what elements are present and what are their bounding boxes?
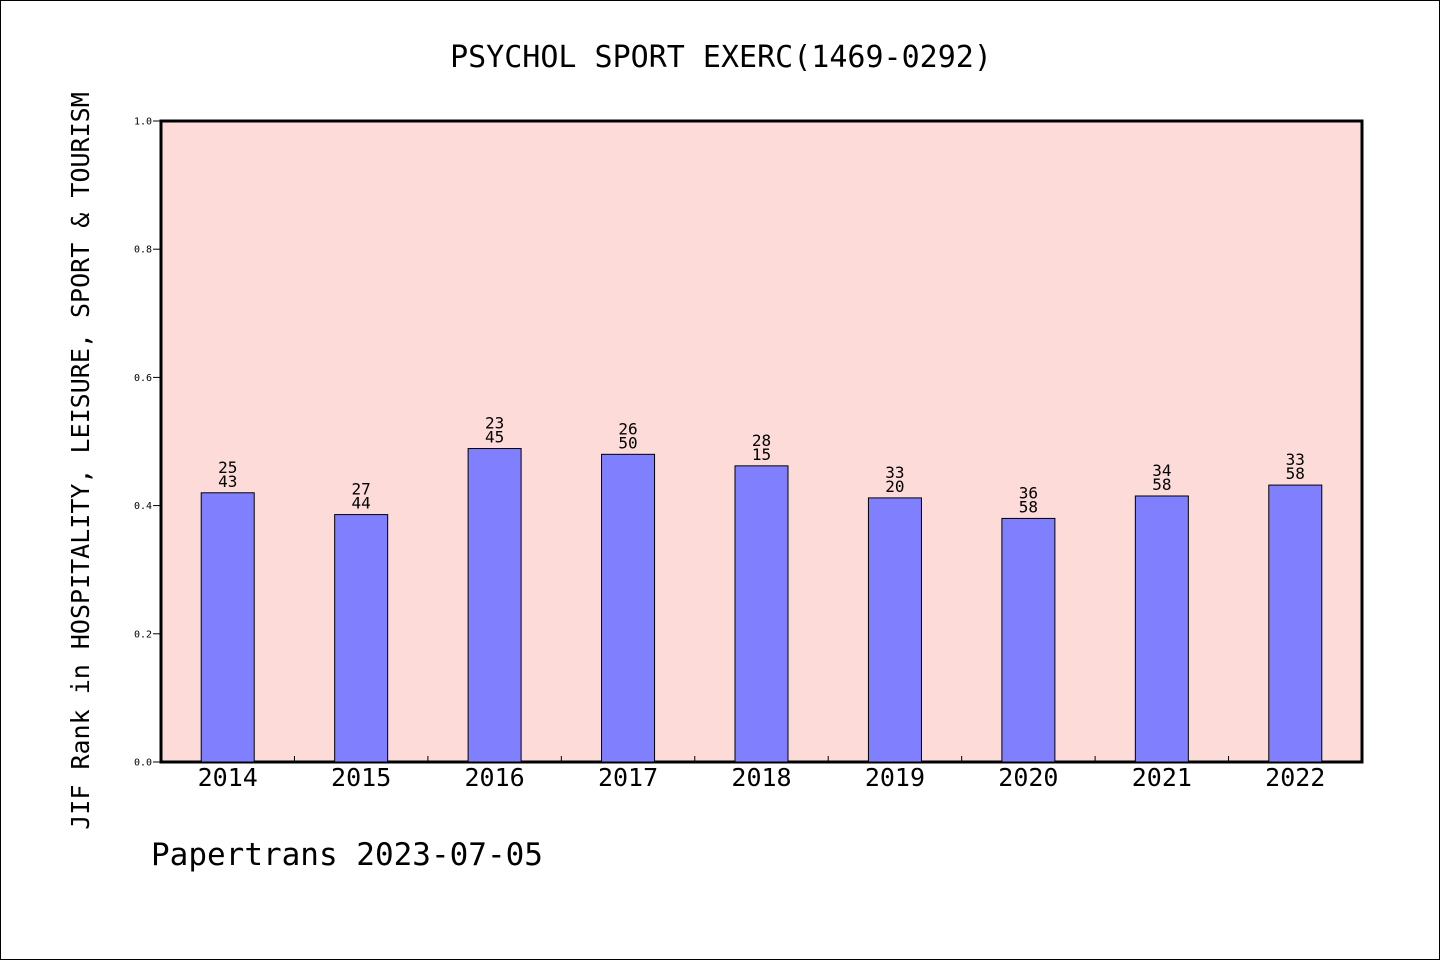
x-tick-label: 2019 — [865, 763, 925, 792]
x-axis: 2014 2015 2016 2017 2018 2019 2020 2021 2022 — [198, 756, 1325, 792]
bar-label-bottom: 58 — [1286, 464, 1305, 483]
bar-label-bottom: 43 — [218, 472, 237, 491]
bar-label-top: 33 — [885, 463, 904, 482]
y-tick-label: 0.0 — [134, 758, 152, 769]
bar — [1134, 495, 1189, 763]
bar-label-bottom: 58 — [1152, 475, 1171, 494]
x-tick-label: 2014 — [198, 763, 258, 792]
bar-label-bottom: 44 — [352, 494, 371, 513]
x-tick-label: 2018 — [731, 763, 791, 792]
bars — [200, 448, 1323, 763]
y-tick-label: 1.0 — [134, 117, 152, 128]
chart-title: PSYCHOL SPORT EXERC(1469-0292) — [450, 40, 992, 75]
y-axis: 0.0 0.2 0.4 0.6 0.8 1.0 — [134, 117, 161, 769]
y-tick-label: 0.2 — [134, 629, 152, 640]
bar — [467, 448, 522, 763]
x-tick-label: 2016 — [465, 763, 525, 792]
bar — [334, 514, 389, 763]
bar-label-bottom: 20 — [885, 477, 904, 496]
bar-label-top: 33 — [1286, 450, 1305, 469]
bar-label-top: 34 — [1152, 461, 1171, 480]
watermark-text: Papertrans 2023-07-05 — [151, 837, 543, 873]
bar-label-bottom: 58 — [1019, 497, 1038, 516]
y-tick-label: 0.6 — [134, 373, 152, 384]
bar — [200, 492, 255, 763]
bar-label-bottom: 45 — [485, 428, 504, 447]
y-tick-label: 0.4 — [134, 501, 152, 512]
bar-label-bottom: 15 — [752, 445, 771, 464]
bar-label-top: 27 — [352, 480, 371, 499]
bar-label-top: 28 — [752, 431, 771, 450]
bar-label-top: 26 — [618, 419, 637, 438]
bar-label-top: 36 — [1019, 483, 1038, 502]
x-tick-label: 2020 — [998, 763, 1058, 792]
y-axis-label: JIF Rank in HOSPITALITY, LEISURE, SPORT … — [66, 92, 95, 830]
bar — [734, 465, 789, 763]
bar-label-top: 25 — [218, 458, 237, 477]
y-tick-label: 0.8 — [134, 245, 152, 256]
bar — [867, 497, 922, 763]
x-tick-label: 2021 — [1132, 763, 1192, 792]
bar-label-bottom: 50 — [618, 433, 637, 452]
bar — [601, 453, 656, 763]
x-tick-label: 2022 — [1265, 763, 1325, 792]
bar-label-top: 23 — [485, 414, 504, 433]
bar — [1268, 484, 1323, 763]
x-tick-label: 2017 — [598, 763, 658, 792]
x-tick-label: 2015 — [331, 763, 391, 792]
bar — [1001, 517, 1056, 763]
